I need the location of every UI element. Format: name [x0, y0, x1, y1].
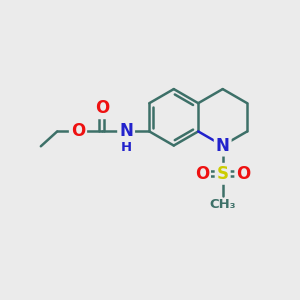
Text: H: H — [121, 141, 132, 154]
Text: O: O — [71, 122, 85, 140]
Text: O: O — [94, 99, 109, 117]
Text: S: S — [217, 165, 229, 183]
Text: CH₃: CH₃ — [209, 198, 236, 211]
Text: N: N — [119, 122, 133, 140]
Text: O: O — [236, 165, 250, 183]
Text: O: O — [195, 165, 209, 183]
Text: N: N — [216, 136, 230, 154]
